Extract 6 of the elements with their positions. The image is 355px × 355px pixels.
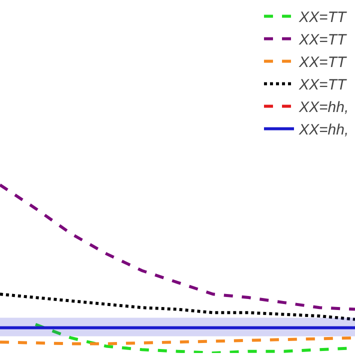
legend-label: XX=TT (298, 54, 348, 72)
legend-label: XX=hh, (298, 99, 349, 116)
legend-label: XX=TT (298, 9, 348, 26)
legend-label: XX=TT (298, 32, 348, 49)
legend-label: XX=hh, (298, 122, 349, 139)
legend-label: XX=TT (298, 76, 348, 94)
